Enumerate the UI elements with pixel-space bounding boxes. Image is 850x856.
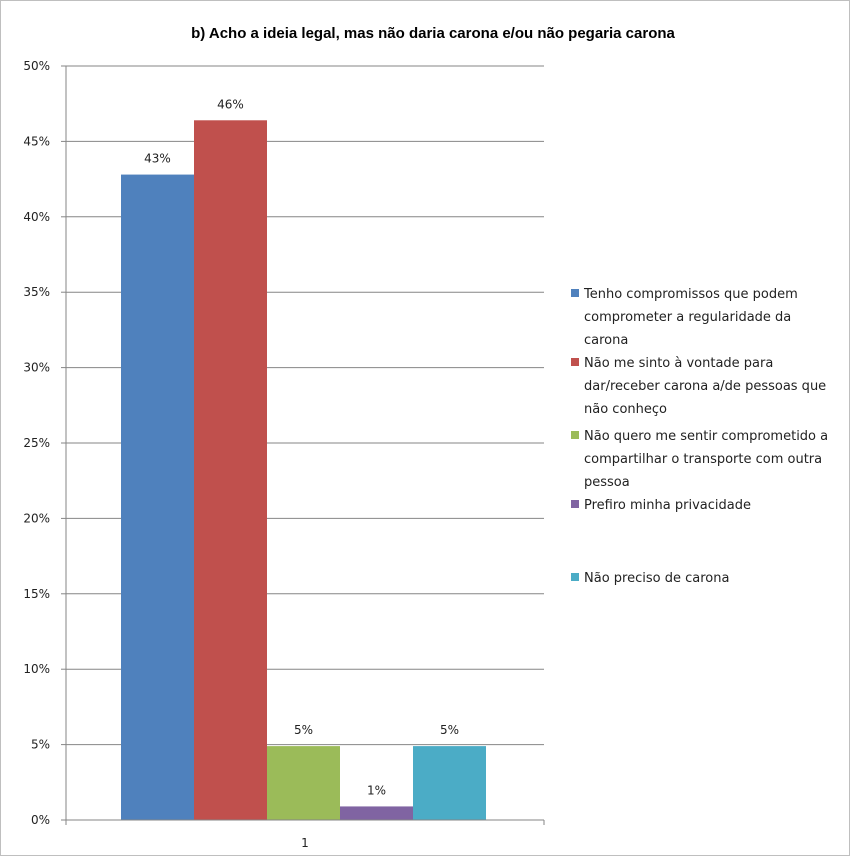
y-tick-label: 50% <box>23 59 50 73</box>
chart-title: b) Acho a ideia legal, mas não daria car… <box>191 25 675 42</box>
x-tick-label: 1 <box>301 836 309 850</box>
data-label: 5% <box>294 723 313 737</box>
data-label: 1% <box>367 783 386 797</box>
legend-label: Prefiro minha privacidade <box>584 498 751 513</box>
legend-label: Não preciso de carona <box>584 571 729 586</box>
y-tick-label: 45% <box>23 134 50 148</box>
y-tick-label: 25% <box>23 436 50 450</box>
legend-item: Não preciso de carona <box>571 571 729 586</box>
bar <box>340 806 413 820</box>
y-axis-ticks: 0% 5% 10% 15% 20% 25% 30% 35% 40% 45% 50% <box>23 59 66 827</box>
legend-item: Não quero me sentir comprometido a compar… <box>571 429 828 490</box>
legend-label: Não quero me sentir comprometido a <box>584 429 828 444</box>
legend-label: comprometer a regularidade da <box>584 310 791 325</box>
legend-swatch <box>571 289 579 297</box>
legend-label: Não me sinto à vontade para <box>584 356 773 371</box>
y-tick-label: 30% <box>23 361 50 375</box>
axes <box>65 66 544 821</box>
legend-swatch <box>571 500 579 508</box>
bar <box>267 746 340 820</box>
y-tick-label: 40% <box>23 210 50 224</box>
legend-swatch <box>571 431 579 439</box>
legend-swatch <box>571 573 579 581</box>
data-labels: 43% 46% 5% 1% 5% <box>144 97 459 797</box>
bar <box>121 174 194 821</box>
legend-label: Tenho compromissos que podem <box>583 287 798 302</box>
data-label: 5% <box>440 723 459 737</box>
bar <box>194 120 267 820</box>
bars <box>121 120 486 821</box>
legend-label: não conheço <box>584 402 667 417</box>
x-axis-ticks: 1 <box>65 820 545 850</box>
legend-label: pessoa <box>584 475 630 490</box>
y-tick-label: 35% <box>23 285 50 299</box>
y-tick-label: 10% <box>23 662 50 676</box>
legend-item: Não me sinto à vontade para dar/receber c… <box>571 356 826 417</box>
y-tick-label: 5% <box>31 738 50 752</box>
legend-swatch <box>571 358 579 366</box>
y-tick-label: 0% <box>31 813 50 827</box>
legend-label: dar/receber carona a/de pessoas que <box>584 379 826 394</box>
data-label: 43% <box>144 152 171 166</box>
y-tick-label: 15% <box>23 587 50 601</box>
y-tick-label: 20% <box>23 511 50 525</box>
legend-item: Tenho compromissos que podem comprometer … <box>571 287 798 348</box>
legend-label: compartilhar o transporte com outra <box>584 452 822 467</box>
legend-item: Prefiro minha privacidade <box>571 498 751 513</box>
bar <box>413 746 486 820</box>
data-label: 46% <box>217 97 244 111</box>
legend-label: carona <box>584 333 628 348</box>
legend: Tenho compromissos que podem comprometer … <box>571 287 828 586</box>
